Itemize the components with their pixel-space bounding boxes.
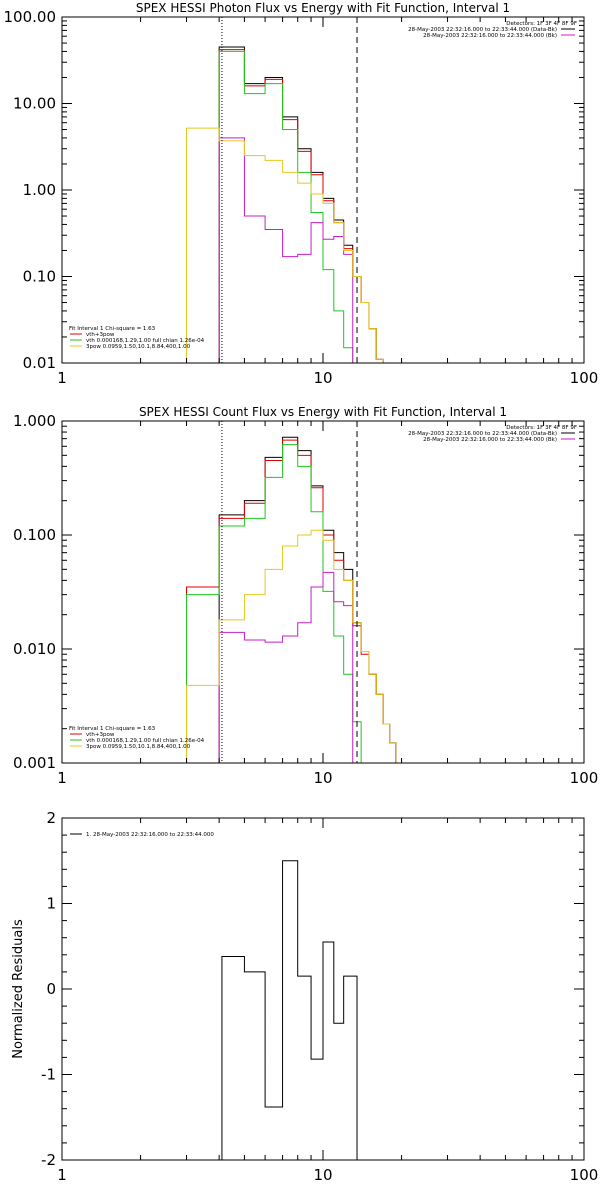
y-tick-label: 0.001 — [13, 754, 56, 772]
series-5-line — [186, 529, 397, 763]
y-tick-label: 10.00 — [13, 95, 56, 113]
legend-right-text: 28-May-2003 22:32:16.000 to 22:33:44.000… — [423, 437, 557, 443]
legend-left-text: vth 0.000168,1.29,1.00 full chian 1.26e-… — [86, 338, 205, 344]
x-tick-label: 10 — [313, 369, 332, 387]
legend-left-text: 1. 28-May-2003 22:32:16.000 to 22:33:44.… — [86, 832, 214, 838]
series-4-line — [218, 137, 354, 363]
y-tick-label: 0.01 — [23, 354, 56, 372]
legend-left-text: Fit Interval 1 Chi-square = 1.63 — [69, 726, 156, 732]
series-1-line — [221, 860, 358, 1160]
y-tick-label: -1 — [41, 1066, 56, 1084]
legend-left-text: vth 0.000168,1.29,1.00 full chian 1.26e-… — [86, 738, 205, 744]
x-tick-label: 100 — [570, 1166, 599, 1184]
y-tick-label: -2 — [41, 1151, 56, 1169]
x-tick-label: 100 — [570, 769, 599, 787]
chart-title: SPEX HESSI Photon Flux vs Energy with Fi… — [136, 1, 510, 15]
legend-left-text: vth+3pow — [86, 732, 115, 738]
x-tick-label: 1 — [57, 769, 67, 787]
legend-left-text: 3pow 0.0959,1.50,10.1,8.84,400,1.00 — [86, 744, 191, 750]
series-group — [221, 860, 358, 1160]
series-3-line — [186, 444, 370, 763]
legend-right-text: 28-May-2003 22:32:16.000 to 22:33:44.000… — [408, 27, 557, 33]
x-tick-label: 1 — [57, 1166, 67, 1184]
series-5-line — [186, 127, 384, 363]
x-tick-label: 100 — [570, 369, 599, 387]
y-tick-label: 1.00 — [23, 181, 56, 199]
y-tick-label: 0.10 — [23, 268, 56, 286]
legend-left-text: Fit Interval 1 Chi-square = 1.63 — [69, 326, 156, 332]
series-group — [186, 46, 384, 363]
y-axis-label: Normalized Residuals — [11, 919, 26, 1059]
chart-1: SPEX HESSI Photon Flux vs Energy with Fi… — [4, 1, 599, 387]
y-tick-label: 0.010 — [13, 640, 56, 658]
series-3-line — [218, 50, 354, 363]
y-tick-label: 2 — [46, 809, 56, 827]
plot-frame — [61, 420, 585, 764]
y-tick-label: 100.00 — [4, 8, 57, 26]
series-4-line — [218, 571, 354, 763]
chart-title: SPEX HESSI Count Flux vs Energy with Fit… — [139, 405, 507, 419]
x-tick-label: 1 — [57, 369, 67, 387]
y-tick-label: 0 — [46, 980, 56, 998]
legend-right-text: 28-May-2003 22:32:16.000 to 22:33:44.000… — [423, 33, 557, 39]
legend-left-text: vth+3pow — [86, 332, 115, 338]
series-group — [186, 436, 397, 763]
y-tick-label: 0.100 — [13, 526, 56, 544]
y-tick-label: 1.000 — [13, 412, 56, 430]
chart-2: SPEX HESSI Count Flux vs Energy with Fit… — [13, 405, 599, 787]
legend-right-text: 28-May-2003 22:32:16.000 to 22:33:44.000… — [408, 431, 557, 437]
legend-right-text: Detectors: 1F 3F 4F 8F 9F — [506, 21, 577, 27]
x-tick-label: 10 — [313, 769, 332, 787]
legend-right-text: Detectors: 1F 3F 4F 8F 9F — [506, 425, 577, 431]
x-tick-label: 10 — [313, 1166, 332, 1184]
y-tick-label: 1 — [46, 895, 56, 913]
legend-left-text: 3pow 0.0959,1.50,10.1,8.84,400,1.00 — [86, 344, 191, 350]
